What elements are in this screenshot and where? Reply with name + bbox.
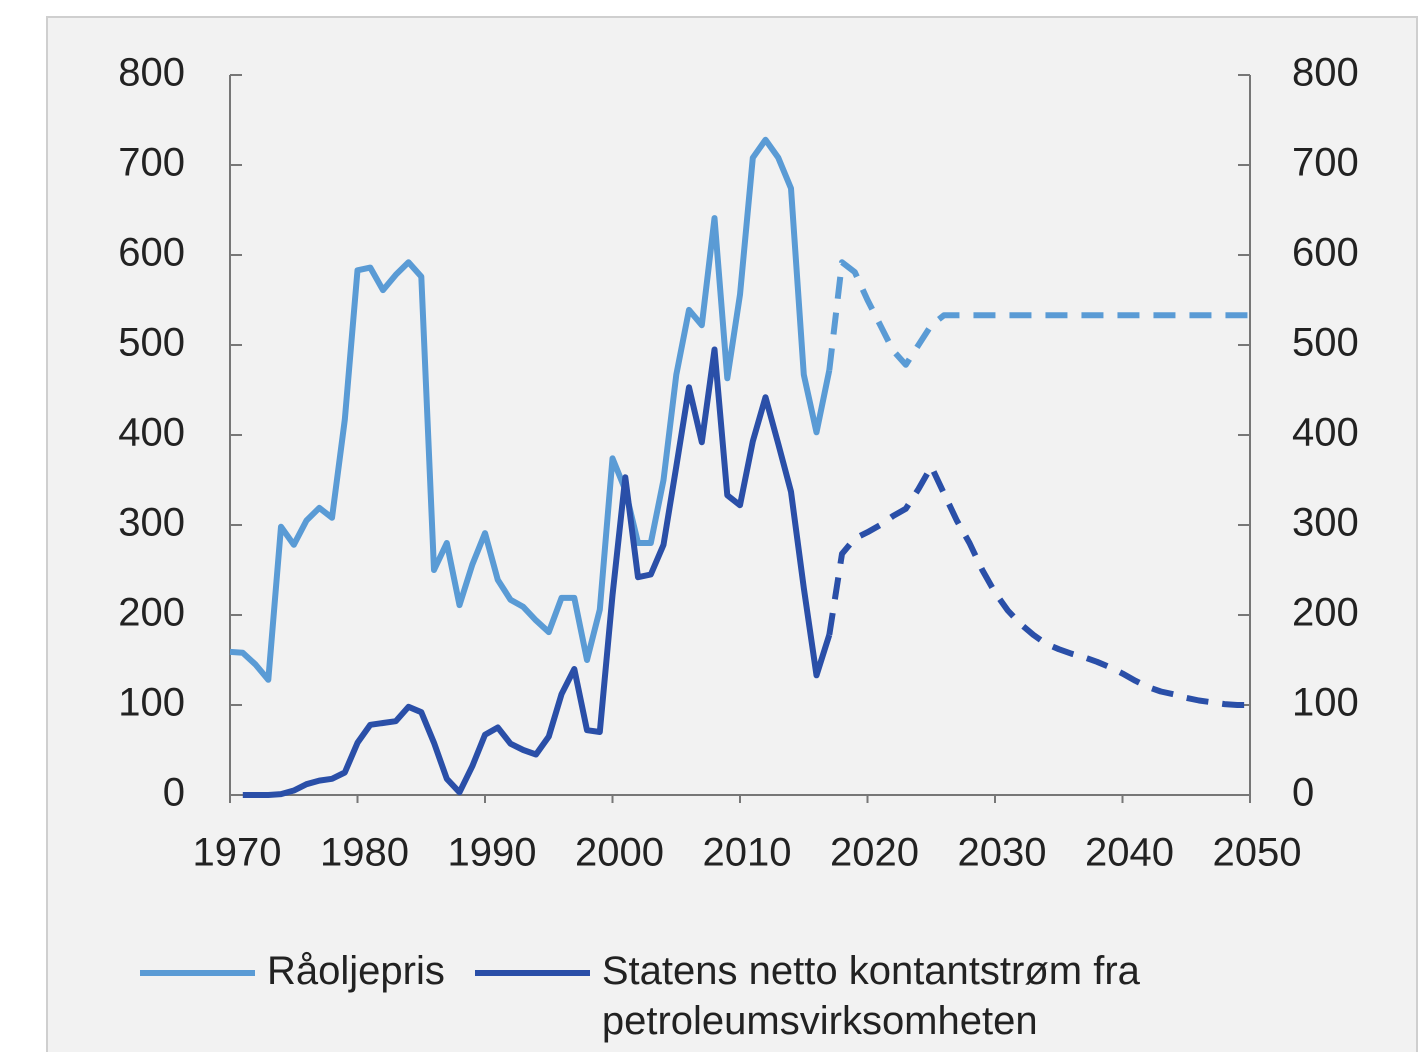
y2-tick-label: 800 — [1292, 51, 1359, 95]
legend: Råoljepris Statens netto kontantstrøm fra… — [140, 946, 1282, 1046]
y-tick-label: 0 — [163, 771, 185, 815]
x-tick-label: 2020 — [830, 831, 919, 875]
y-tick-label: 600 — [118, 231, 185, 275]
x-tick-label: 2040 — [1085, 831, 1174, 875]
legend-swatch — [474, 970, 590, 976]
y-tick-label: 100 — [118, 681, 185, 725]
legend-item: Råoljepris — [140, 946, 445, 996]
y2-tick-label: 500 — [1292, 321, 1359, 365]
line-dashed — [826, 259, 1250, 371]
panel — [46, 16, 1418, 1052]
y2-tick-label: 200 — [1292, 591, 1359, 635]
y2-tick-label: 700 — [1292, 141, 1359, 185]
legend-item: Statens netto kontantstrøm fra petroleum… — [474, 946, 1252, 1046]
line-dashed — [826, 463, 1250, 708]
line-solid — [229, 136, 833, 683]
y2-tick-label: 0 — [1292, 771, 1314, 815]
y-tick-label: 300 — [118, 501, 185, 545]
y-tick-label: 200 — [118, 591, 185, 635]
x-tick-label: 1980 — [320, 831, 409, 875]
y-tick-label: 400 — [118, 411, 185, 455]
x-tick-label: 2030 — [958, 831, 1047, 875]
y2-tick-label: 300 — [1292, 501, 1359, 545]
x-tick-label: 1970 — [193, 831, 282, 875]
x-tick-label: 1990 — [448, 831, 537, 875]
x-tick-label: 2010 — [703, 831, 792, 875]
y2-tick-label: 600 — [1292, 231, 1359, 275]
legend-label: Råoljepris — [267, 949, 445, 993]
y2-tick-label: 100 — [1292, 681, 1359, 725]
y-tick-label: 500 — [118, 321, 185, 365]
x-tick-label: 2050 — [1213, 831, 1302, 875]
x-tick-label: 2000 — [575, 831, 664, 875]
y-tick-label: 800 — [118, 51, 185, 95]
y2-tick-label: 400 — [1292, 411, 1359, 455]
y-tick-label: 700 — [118, 141, 185, 185]
line-solid — [242, 346, 833, 798]
legend-swatch — [140, 970, 255, 976]
legend-label: Statens netto kontantstrøm fra petroleum… — [601, 949, 1140, 1043]
